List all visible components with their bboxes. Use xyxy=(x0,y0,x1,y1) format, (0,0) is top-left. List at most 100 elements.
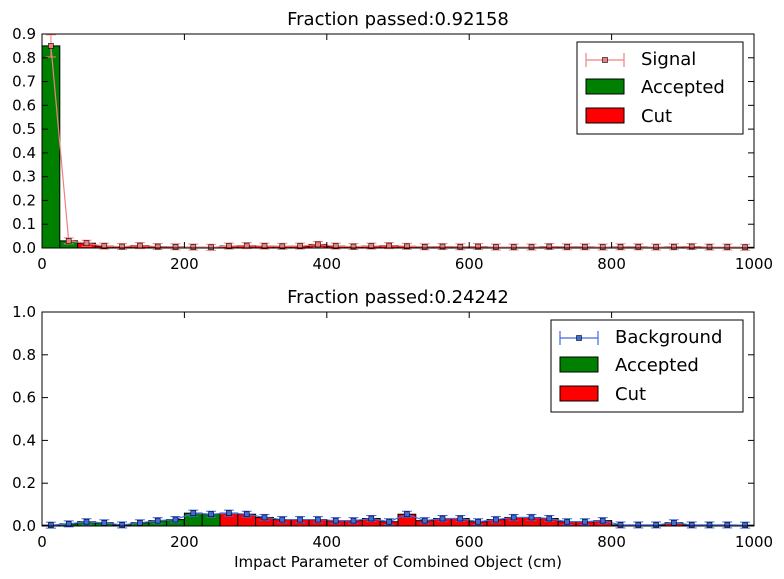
background-data-point xyxy=(562,518,573,526)
signal-points-line xyxy=(50,45,746,248)
background-x-tick-label: 1000 xyxy=(735,533,773,551)
background-plot-frame xyxy=(41,311,755,527)
background-bars xyxy=(41,512,755,527)
background-y-tick-label: 0.0 xyxy=(12,517,36,535)
signal-x-ticks: 0 200 400 600 800 1000 xyxy=(37,34,773,273)
background-data-point xyxy=(579,518,590,526)
background-data-point xyxy=(508,513,519,521)
signal-points xyxy=(45,34,751,251)
signal-data-point xyxy=(455,243,466,251)
background-data-point xyxy=(419,517,430,525)
signal-data-point xyxy=(526,243,537,251)
signal-y-tick-label: 0.0 xyxy=(12,239,36,257)
signal-x-tick-label: 0 xyxy=(37,255,47,273)
background-legend-accepted-swatch xyxy=(559,356,599,373)
background-legend: Background Accepted Cut xyxy=(550,319,744,413)
background-data-point xyxy=(223,509,234,517)
signal-data-point xyxy=(686,243,697,251)
signal-legend-accepted-swatch xyxy=(585,78,625,95)
background-data-point xyxy=(704,521,715,529)
background-data-point xyxy=(348,517,359,525)
signal-data-point xyxy=(722,243,733,251)
signal-y-ticks: 0.0 0.1 0.2 0.3 0.4 0.5 0.6 0.7 0.8 0.9 xyxy=(12,25,754,257)
signal-legend-points-icon xyxy=(585,53,625,67)
background-data-point xyxy=(259,513,270,521)
signal-legend-label-accepted: Accepted xyxy=(641,77,725,98)
signal-y-tick-label: 0.7 xyxy=(12,73,36,91)
signal-y-tick-label: 0.2 xyxy=(12,191,36,209)
signal-data-point xyxy=(170,243,181,251)
background-data-point xyxy=(473,518,484,526)
background-data-point xyxy=(170,516,181,524)
background-data-point xyxy=(384,518,395,526)
signal-y-tick-label: 0.8 xyxy=(12,49,36,67)
signal-x-tick-label: 200 xyxy=(170,255,199,273)
background-y-ticks: 0.0 0.2 0.4 0.6 0.8 1.0 xyxy=(12,303,754,535)
background-y-tick-label: 0.8 xyxy=(12,346,36,364)
signal-data-point xyxy=(615,243,626,251)
signal-data-point xyxy=(45,34,56,58)
background-data-point xyxy=(615,521,626,529)
background-data-point xyxy=(295,516,306,524)
background-legend-points-icon xyxy=(559,331,599,345)
signal-data-point xyxy=(473,243,484,251)
background-legend-cut-swatch xyxy=(559,385,599,402)
signal-data-point xyxy=(508,243,519,251)
signal-data-point xyxy=(579,243,590,251)
background-y-tick-label: 0.6 xyxy=(12,389,36,407)
background-data-point xyxy=(740,521,751,529)
background-x-tick-label: 0 xyxy=(37,533,47,551)
background-data-point xyxy=(330,517,341,525)
signal-y-tick-label: 0.1 xyxy=(12,215,36,233)
background-data-point xyxy=(206,510,217,518)
signal-plot-frame xyxy=(41,33,755,249)
signal-bar xyxy=(41,45,61,249)
signal-data-point xyxy=(740,243,751,251)
signal-data-point xyxy=(188,243,199,251)
signal-legend-label-points: Signal xyxy=(641,49,696,70)
signal-data-point xyxy=(312,240,323,248)
signal-x-tick-label: 400 xyxy=(312,255,341,273)
signal-y-tick-label: 0.6 xyxy=(12,96,36,114)
signal-data-point xyxy=(704,243,715,251)
signal-data-point xyxy=(348,243,359,251)
background-x-tick-label: 800 xyxy=(597,533,626,551)
background-data-point xyxy=(526,513,537,521)
background-data-point xyxy=(597,517,608,525)
signal-data-point xyxy=(544,243,555,251)
signal-legend-cut-swatch xyxy=(585,107,625,124)
background-data-point xyxy=(686,521,697,529)
background-legend-label-points: Background xyxy=(615,327,722,348)
background-data-point xyxy=(241,510,252,518)
background-data-point xyxy=(401,510,412,518)
background-panel: Fraction passed:0.24242 0.0 0.2 0.4 0.6 0.8 1… xyxy=(12,287,773,571)
background-points-line xyxy=(50,512,746,526)
signal-data-point xyxy=(562,243,573,251)
background-data-point xyxy=(117,521,128,529)
signal-data-point xyxy=(437,243,448,251)
background-data-point xyxy=(722,521,733,529)
background-data-point xyxy=(277,516,288,524)
background-data-point xyxy=(312,516,323,524)
signal-data-point xyxy=(223,242,234,250)
signal-legend: Signal Accepted Cut xyxy=(576,41,744,135)
signal-y-tick-label: 0.3 xyxy=(12,168,36,186)
background-x-tick-label: 200 xyxy=(170,533,199,551)
background-data-point xyxy=(455,515,466,523)
signal-x-tick-label: 800 xyxy=(597,255,626,273)
signal-chart-title: Fraction passed:0.92158 xyxy=(287,9,509,30)
signal-data-point xyxy=(152,243,163,251)
signal-data-point xyxy=(330,242,341,250)
background-y-tick-label: 0.2 xyxy=(12,474,36,492)
background-legend-label-cut: Cut xyxy=(615,384,646,405)
signal-y-tick-label: 0.5 xyxy=(12,120,36,138)
background-points xyxy=(45,509,751,529)
signal-data-point xyxy=(419,243,430,251)
background-x-tick-label: 400 xyxy=(312,533,341,551)
signal-data-point xyxy=(81,239,92,247)
background-legend-label-accepted: Accepted xyxy=(615,355,699,376)
background-x-tick-label: 600 xyxy=(455,533,484,551)
background-data-point xyxy=(366,515,377,523)
background-y-tick-label: 0.4 xyxy=(12,431,36,449)
